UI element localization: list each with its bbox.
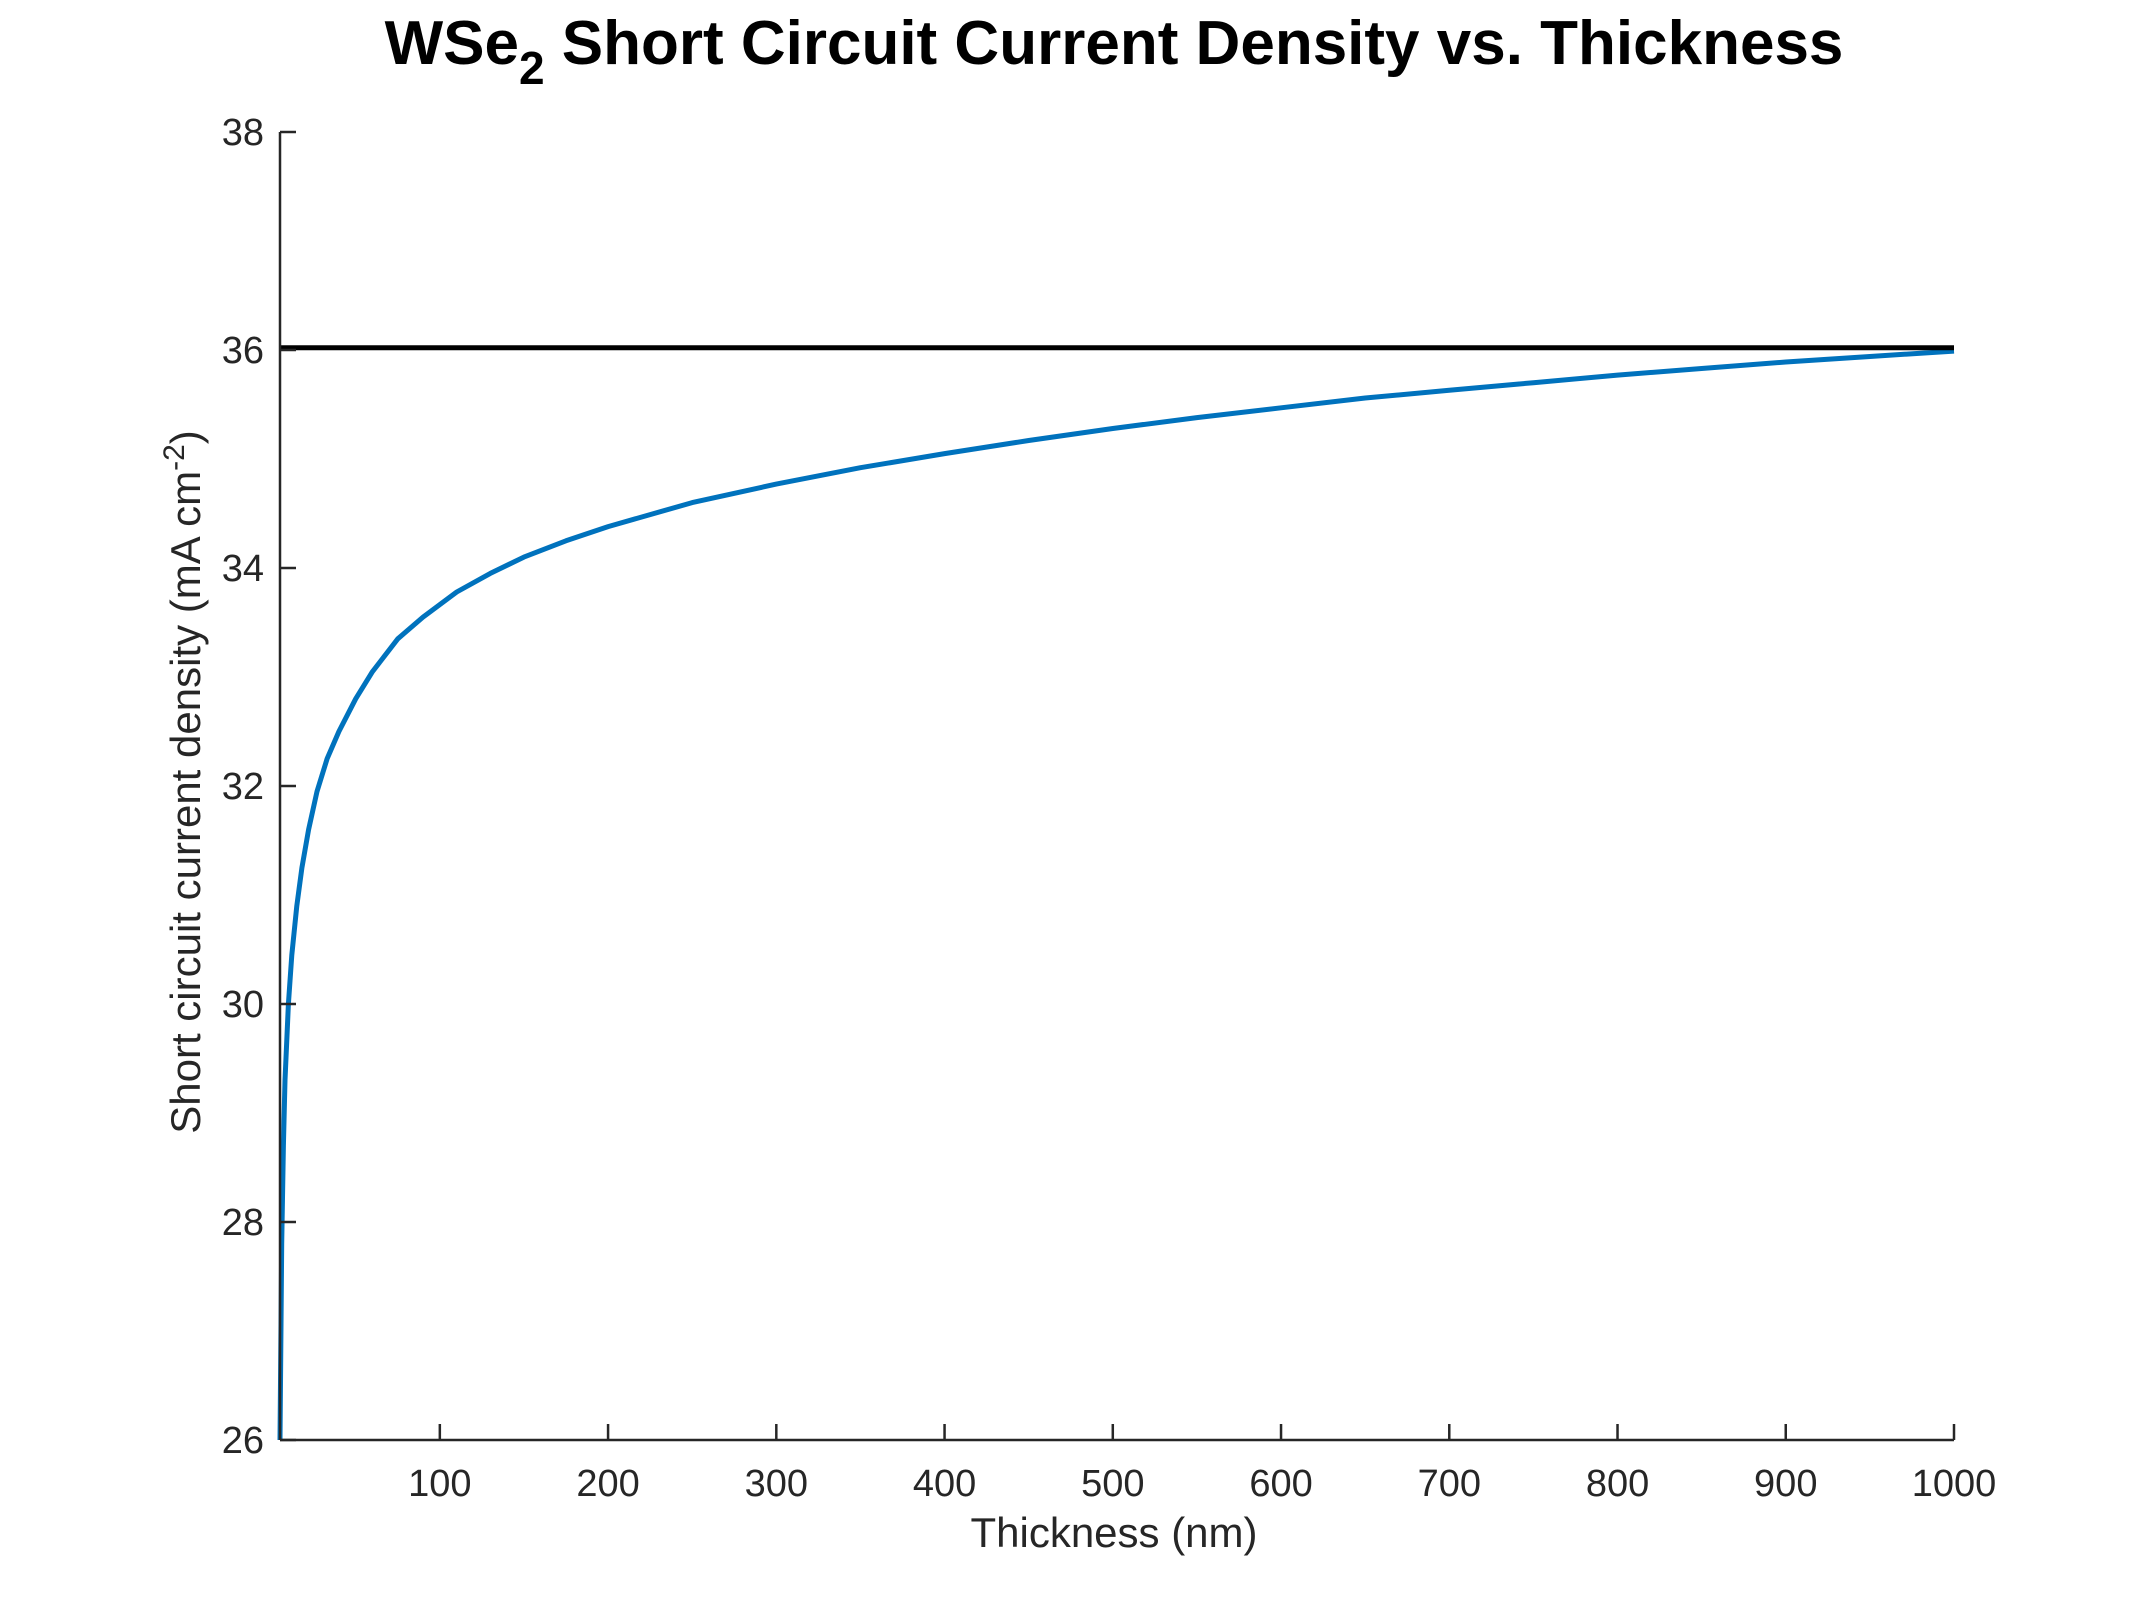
chart-title-rest: Short Circuit Current Density vs. Thickn… [545, 9, 1844, 78]
series-line-jsc-curve [277, 348, 1955, 1441]
x-tick-label: 1000 [1912, 1463, 1997, 1505]
ticks-group: 100 200 300 400 500 600 700 800 900 1000 26 28 30 32 3… [222, 112, 1997, 1505]
y-axis-label: Short circuit current density (mA cm-2) [158, 430, 209, 1134]
chart-title: WSe2 Short Circuit Current Density vs. T… [385, 9, 1844, 94]
x-tick-label: 500 [1081, 1463, 1144, 1505]
y-axis-label-superscript: -2 [158, 444, 191, 471]
y-tick-label: 28 [222, 1202, 264, 1244]
x-tick-label: 900 [1754, 1463, 1817, 1505]
x-tick-label: 800 [1586, 1463, 1649, 1505]
x-tick-label: 300 [745, 1463, 808, 1505]
x-tick-label: 100 [408, 1463, 471, 1505]
y-tick-label: 26 [222, 1420, 264, 1462]
y-axis-label-close: ) [162, 430, 209, 444]
x-axis-label: Thickness (nm) [970, 1509, 1257, 1556]
x-tick-label: 700 [1418, 1463, 1481, 1505]
x-tick-label: 600 [1249, 1463, 1312, 1505]
y-tick-label: 36 [222, 330, 264, 372]
y-axis-label-main: Short circuit current density (mA cm [162, 471, 209, 1134]
y-tick-label: 38 [222, 112, 264, 154]
chart-title-main: WSe [385, 9, 519, 78]
y-tick-label: 32 [222, 766, 264, 808]
x-tick-label: 400 [913, 1463, 976, 1505]
y-tick-label: 30 [222, 984, 264, 1026]
chart-title-subscript: 2 [519, 42, 545, 94]
y-tick-label: 34 [222, 548, 264, 590]
plot-series-group [277, 345, 1955, 1441]
x-tick-label: 200 [576, 1463, 639, 1505]
